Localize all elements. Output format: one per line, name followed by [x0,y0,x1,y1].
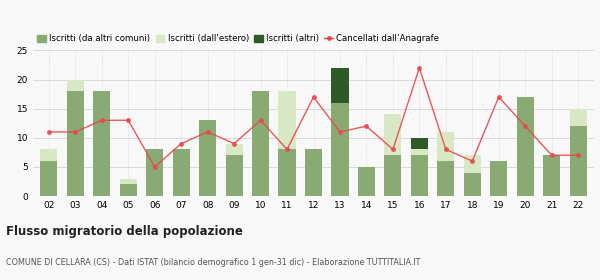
Bar [40,161,58,196]
Bar [358,167,375,196]
Bar [226,144,243,155]
Bar [199,120,216,196]
Bar [278,150,296,196]
Bar [173,150,190,196]
Bar [40,150,58,161]
Bar [146,150,163,196]
Bar [490,161,508,196]
Bar [437,132,454,161]
Bar [569,126,587,196]
Bar [464,155,481,173]
Bar [384,155,401,196]
Bar [411,150,428,155]
Bar [411,155,428,196]
Text: Flusso migratorio della popolazione: Flusso migratorio della popolazione [6,225,243,238]
Bar [331,68,349,103]
Bar [517,97,534,196]
Text: COMUNE DI CELLARA (CS) - Dati ISTAT (bilancio demografico 1 gen-31 dic) - Elabor: COMUNE DI CELLARA (CS) - Dati ISTAT (bil… [6,258,421,267]
Bar [331,103,349,196]
Bar [119,184,137,196]
Legend: Iscritti (da altri comuni), Iscritti (dall'estero), Iscritti (altri), Cancellati: Iscritti (da altri comuni), Iscritti (da… [37,34,439,43]
Bar [437,161,454,196]
Bar [543,155,560,196]
Bar [93,91,110,196]
Bar [252,91,269,196]
Bar [278,91,296,150]
Bar [119,179,137,184]
Bar [305,150,322,196]
Bar [226,155,243,196]
Bar [67,80,84,91]
Bar [67,91,84,196]
Bar [411,138,428,150]
Bar [464,173,481,196]
Bar [384,115,401,155]
Bar [569,109,587,126]
